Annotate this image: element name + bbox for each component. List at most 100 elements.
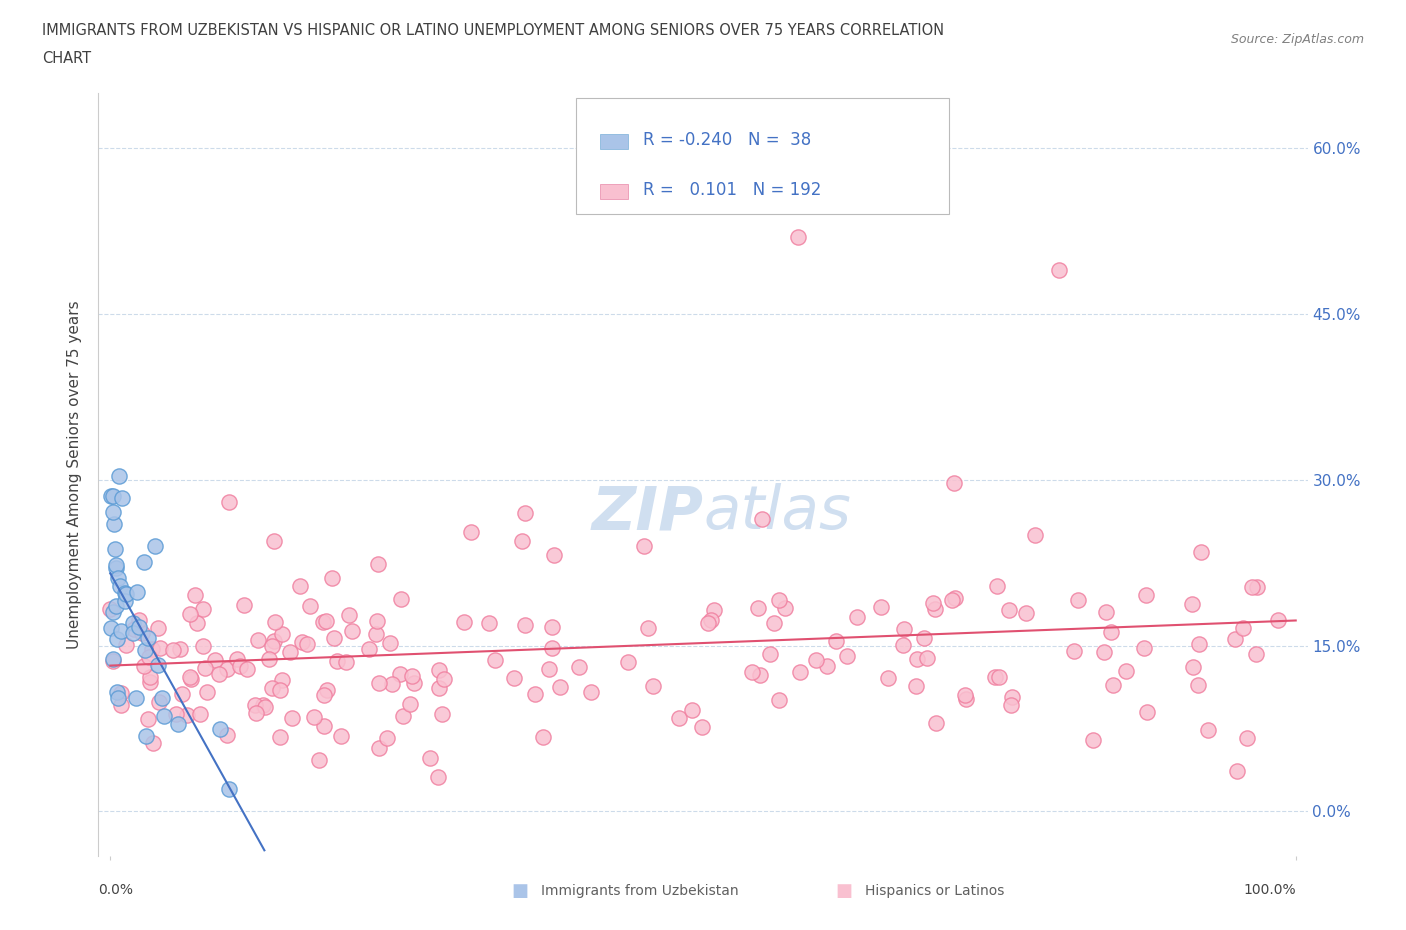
Point — [162, 643, 184, 658]
Point — [105, 684, 128, 699]
Text: CHART: CHART — [42, 51, 91, 66]
Point — [905, 679, 928, 694]
Point — [1267, 612, 1289, 627]
Point — [922, 595, 945, 610]
Point — [107, 570, 129, 585]
Point — [1063, 644, 1085, 658]
Point — [186, 616, 208, 631]
Point — [427, 681, 450, 696]
Point — [1001, 690, 1024, 705]
Point — [269, 730, 291, 745]
Point — [278, 644, 301, 659]
Point — [195, 685, 218, 700]
Point — [953, 687, 976, 702]
Point — [225, 652, 247, 667]
Point — [217, 661, 239, 676]
Point — [548, 680, 571, 695]
Point — [751, 512, 773, 526]
Point — [108, 578, 131, 593]
Point — [208, 667, 231, 682]
Point — [768, 693, 790, 708]
Point — [103, 516, 125, 531]
Point — [703, 603, 725, 618]
Point — [537, 661, 560, 676]
Point — [364, 627, 387, 642]
Point — [912, 631, 935, 645]
Point — [524, 686, 547, 701]
Point — [263, 633, 285, 648]
Point — [139, 670, 162, 684]
Point — [128, 613, 150, 628]
Point — [513, 618, 536, 632]
Point — [1225, 631, 1247, 646]
Point — [1000, 698, 1022, 712]
Point — [768, 593, 790, 608]
Point — [681, 702, 703, 717]
Point — [381, 677, 404, 692]
Point — [404, 675, 426, 690]
Point — [312, 719, 335, 734]
Point — [643, 679, 665, 694]
Point — [302, 710, 325, 724]
Point — [218, 781, 240, 796]
Point — [176, 708, 198, 723]
Point — [1181, 659, 1204, 674]
Point — [429, 663, 451, 678]
Point — [987, 670, 1010, 684]
Point — [132, 554, 155, 569]
Point — [290, 634, 312, 649]
Point — [110, 685, 132, 700]
Y-axis label: Unemployment Among Seniors over 75 years: Unemployment Among Seniors over 75 years — [67, 300, 83, 648]
Point — [1133, 640, 1156, 655]
Point — [502, 671, 524, 685]
Point — [955, 691, 977, 706]
Point — [111, 491, 134, 506]
Point — [837, 649, 859, 664]
Point — [252, 698, 274, 712]
Point — [367, 676, 389, 691]
Text: atlas: atlas — [703, 484, 851, 542]
Point — [1188, 636, 1211, 651]
Point — [329, 729, 352, 744]
Point — [460, 525, 482, 539]
Point — [108, 469, 131, 484]
Point — [925, 715, 948, 730]
Point — [246, 632, 269, 647]
Point — [135, 729, 157, 744]
Point — [637, 620, 659, 635]
Point — [136, 630, 159, 644]
Point — [271, 627, 294, 642]
Point — [260, 681, 283, 696]
Point — [115, 638, 138, 653]
Point — [763, 615, 786, 630]
Point — [236, 661, 259, 676]
Text: R = -0.240   N =  38: R = -0.240 N = 38 — [643, 131, 811, 149]
Point — [229, 658, 252, 673]
Point — [139, 675, 162, 690]
Point — [1101, 678, 1123, 693]
Point — [105, 561, 128, 576]
Point — [114, 586, 136, 601]
Point — [167, 717, 190, 732]
Text: ZIP: ZIP — [591, 484, 703, 542]
Point — [1232, 621, 1254, 636]
Point — [877, 671, 900, 685]
Point — [98, 602, 121, 617]
Point — [107, 691, 129, 706]
Point — [245, 698, 267, 712]
Point — [1187, 678, 1209, 693]
Point — [264, 615, 287, 630]
Point — [208, 722, 231, 737]
Point — [433, 671, 456, 686]
Point — [759, 647, 782, 662]
Point — [232, 597, 254, 612]
Point — [122, 616, 145, 631]
Point — [1094, 604, 1116, 619]
Point — [104, 541, 127, 556]
Point — [335, 655, 357, 670]
Point — [1246, 579, 1268, 594]
Point — [295, 636, 318, 651]
Point — [786, 229, 808, 244]
Point — [834, 185, 856, 200]
Point — [281, 711, 304, 725]
